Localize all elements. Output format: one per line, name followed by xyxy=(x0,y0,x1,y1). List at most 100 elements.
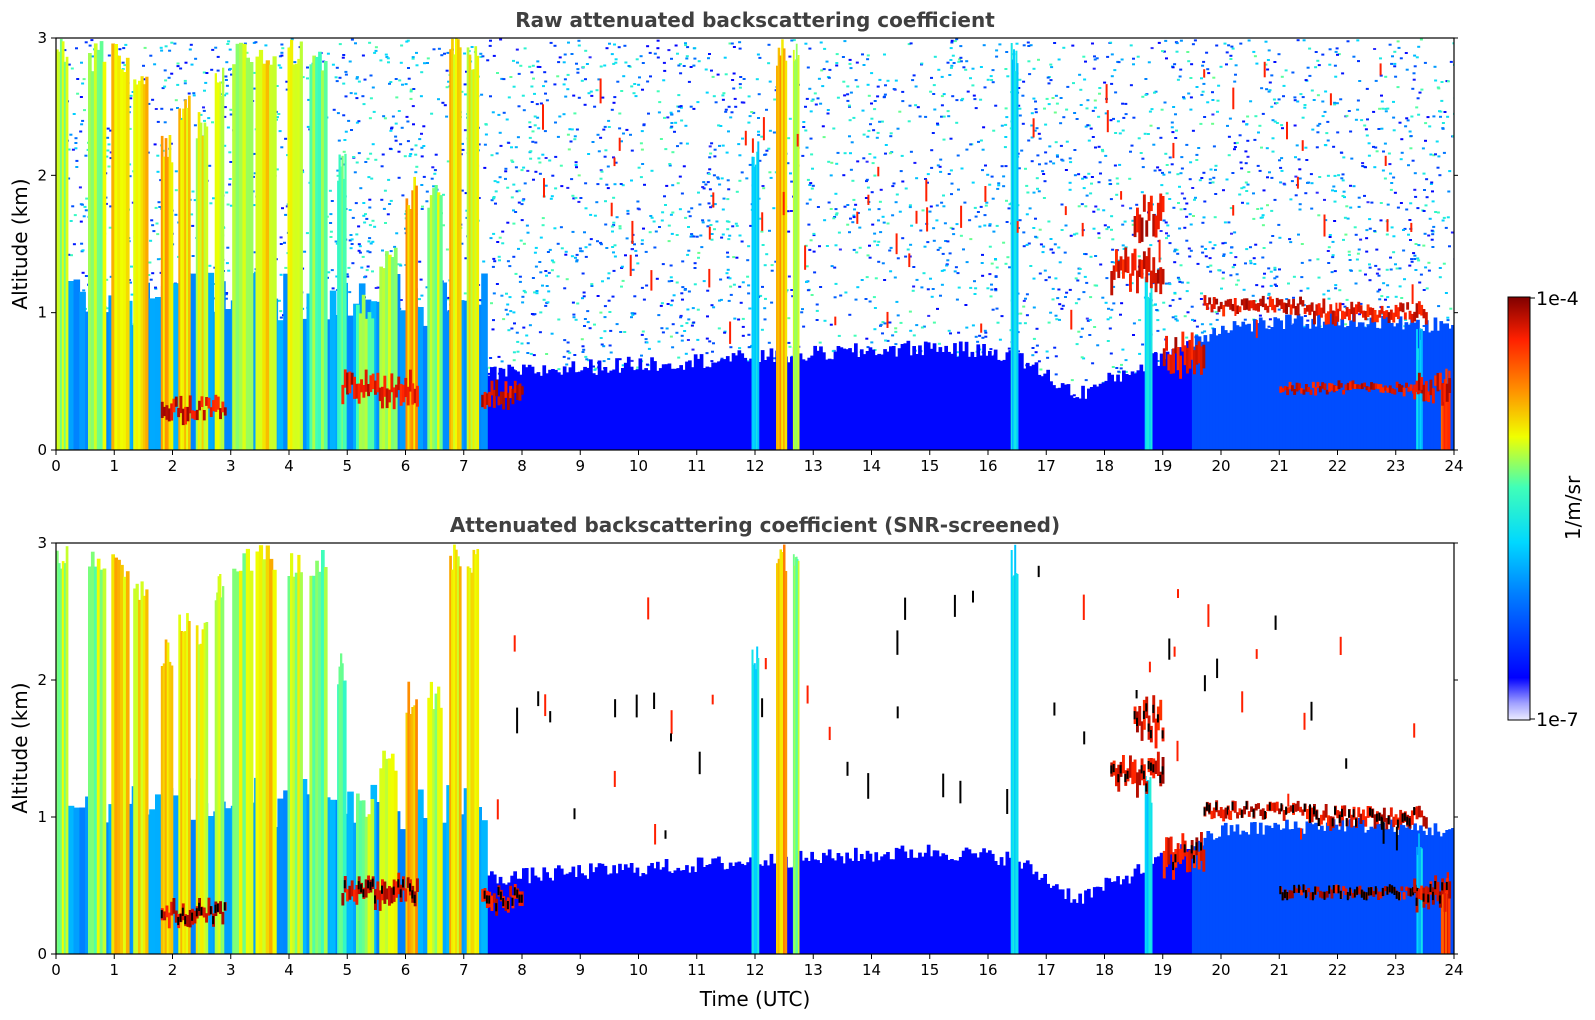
noise-cell xyxy=(581,345,585,348)
noise-cell xyxy=(1280,75,1284,78)
noise-cell xyxy=(757,133,761,136)
noise-cell xyxy=(346,275,350,278)
noise-cell xyxy=(1277,308,1281,311)
noise-cell xyxy=(1185,215,1189,218)
noise-cell xyxy=(818,245,821,248)
noise-cell xyxy=(901,237,905,240)
noise-cell xyxy=(1072,82,1075,85)
noise-cell xyxy=(1252,50,1256,53)
noise-cell xyxy=(1415,56,1419,59)
noise-cell xyxy=(514,211,518,213)
noise-cell xyxy=(618,358,622,361)
noise-cell xyxy=(626,212,630,215)
noise-cell xyxy=(264,44,268,47)
noise-cell xyxy=(374,46,378,49)
noise-cell xyxy=(1179,264,1183,267)
noise-cell xyxy=(285,205,289,208)
noise-cell xyxy=(1115,367,1119,369)
noise-cell xyxy=(614,161,618,164)
noise-cell xyxy=(210,68,214,71)
noise-cell xyxy=(1422,244,1426,247)
noise-cell xyxy=(1335,47,1339,50)
noise-cell xyxy=(701,219,705,222)
noise-cell xyxy=(1166,234,1170,237)
noise-cell xyxy=(367,240,371,243)
noise-cell xyxy=(958,58,962,61)
noise-cell xyxy=(484,123,488,126)
noise-cell xyxy=(677,356,681,359)
noise-cell xyxy=(767,341,771,344)
noise-cell xyxy=(490,302,493,305)
noise-cell xyxy=(812,234,816,237)
noise-cell xyxy=(522,198,526,201)
noise-cell xyxy=(808,248,812,251)
noise-cell xyxy=(1164,152,1168,155)
noise-cell xyxy=(636,366,640,369)
noise-cell xyxy=(1168,304,1172,307)
noise-cell xyxy=(1296,39,1300,42)
noise-cell xyxy=(757,117,760,119)
noise-cell xyxy=(1352,55,1356,58)
noise-cell xyxy=(963,201,967,204)
noise-cell xyxy=(1277,223,1281,226)
noise-cell xyxy=(572,313,576,316)
noise-cell xyxy=(1034,111,1038,114)
noise-cell xyxy=(1394,263,1397,266)
noise-cell xyxy=(1380,127,1384,130)
noise-cell xyxy=(1099,263,1103,266)
noise-cell xyxy=(816,206,820,208)
noise-cell xyxy=(1212,176,1216,179)
noise-cell xyxy=(544,92,547,95)
noise-cell xyxy=(545,285,549,287)
noise-cell xyxy=(1162,328,1166,331)
noise-cell xyxy=(1038,272,1042,275)
noise-cell xyxy=(1343,216,1347,219)
noise-cell xyxy=(1431,190,1434,193)
noise-cell xyxy=(701,186,705,189)
noise-cell xyxy=(726,198,730,201)
noise-cell xyxy=(997,182,1001,185)
noise-cell xyxy=(1019,312,1023,315)
noise-cell xyxy=(955,298,959,301)
noise-cell xyxy=(156,258,160,261)
noise-cell xyxy=(225,92,229,95)
noise-cell xyxy=(502,78,506,81)
raw-backscatter-panel: Raw attenuated backscattering coefficien… xyxy=(8,8,1464,475)
noise-cell xyxy=(531,277,535,279)
noise-cell xyxy=(1033,129,1037,132)
noise-cell xyxy=(829,174,833,177)
noise-cell xyxy=(1138,352,1142,355)
noise-cell xyxy=(646,45,650,48)
noise-cell xyxy=(972,94,976,97)
noise-cell xyxy=(342,150,346,153)
noise-cell xyxy=(354,202,358,205)
noise-cell xyxy=(949,66,953,69)
noise-cell xyxy=(387,61,390,64)
noise-cell xyxy=(1209,270,1213,273)
noise-cell xyxy=(930,166,934,169)
noise-cell xyxy=(1327,297,1331,300)
noise-cell xyxy=(307,98,311,101)
noise-cell xyxy=(426,62,429,64)
noise-cell xyxy=(1397,46,1401,49)
noise-cell xyxy=(1146,133,1150,135)
noise-cell xyxy=(677,110,681,113)
noise-cell xyxy=(507,329,511,332)
noise-cell xyxy=(709,152,713,155)
noise-cell xyxy=(639,142,643,145)
noise-cell xyxy=(612,156,615,159)
noise-cell xyxy=(984,335,988,338)
noise-cell xyxy=(515,190,519,193)
noise-cell xyxy=(802,121,806,123)
noise-cell xyxy=(1131,219,1135,222)
noise-cell xyxy=(1359,238,1363,241)
noise-cell xyxy=(768,80,772,83)
noise-cell xyxy=(732,46,736,48)
noise-cell xyxy=(1273,120,1277,123)
noise-cell xyxy=(1436,211,1440,214)
noise-cell xyxy=(335,275,339,278)
noise-cell xyxy=(191,224,195,227)
noise-cell xyxy=(577,174,581,177)
noise-cell xyxy=(365,269,369,272)
noise-cell xyxy=(290,38,294,41)
